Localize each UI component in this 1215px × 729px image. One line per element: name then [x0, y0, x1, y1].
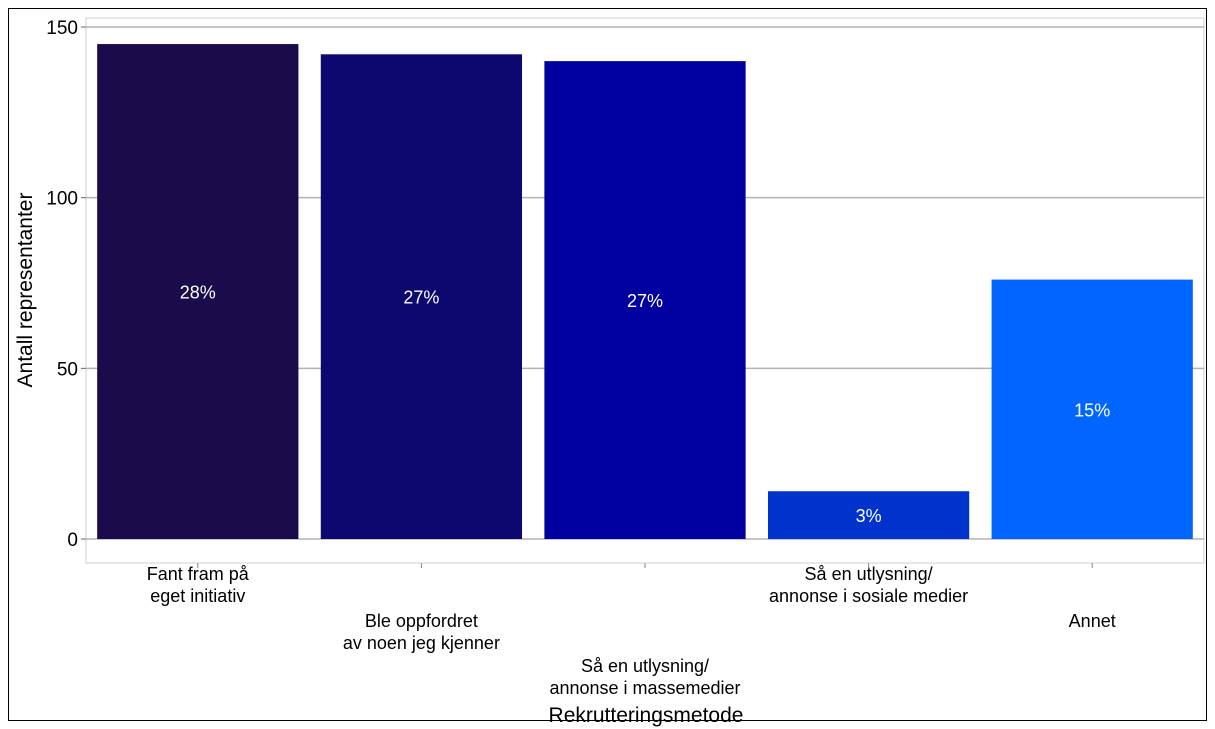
y-tick-label: 100	[46, 189, 78, 210]
x-axis-label: Rekrutteringsmetode	[549, 704, 744, 727]
x-tick-label: Annet	[1069, 611, 1116, 631]
y-axis-label: Antall representanter	[14, 193, 37, 388]
x-tick-label: Så en utlysning/annonse i sosiale medier	[769, 564, 968, 606]
bar-labels: 28% 27% 27% 3% 15%	[180, 283, 1110, 527]
bar	[320, 54, 523, 539]
y-axis-ticks: 0 50 100 150	[46, 18, 86, 551]
bar	[544, 61, 746, 540]
bar-data-label: 28%	[180, 283, 216, 303]
bar-data-label: 3%	[856, 506, 882, 526]
bar	[97, 44, 299, 540]
x-axis-ticks: Fant fram på eget initiativ Ble oppfordret…	[147, 563, 1116, 698]
x-tick-label: Så en utlysning/annonse i massemedier	[549, 656, 740, 698]
bar-data-label: 27%	[403, 288, 439, 308]
bar-data-label: 15%	[1074, 400, 1110, 420]
bar	[991, 279, 1193, 539]
bar	[767, 491, 970, 539]
bar-data-label: 27%	[627, 291, 663, 311]
bars	[97, 44, 1193, 540]
x-tick-label: Ble oppfordret av noen jeg kjenner	[343, 611, 500, 653]
y-tick-label: 0	[67, 530, 78, 551]
y-tick-label: 150	[46, 18, 78, 39]
y-tick-label: 50	[57, 359, 78, 380]
x-tick-label: Fant fram på eget initiativ	[147, 564, 250, 606]
